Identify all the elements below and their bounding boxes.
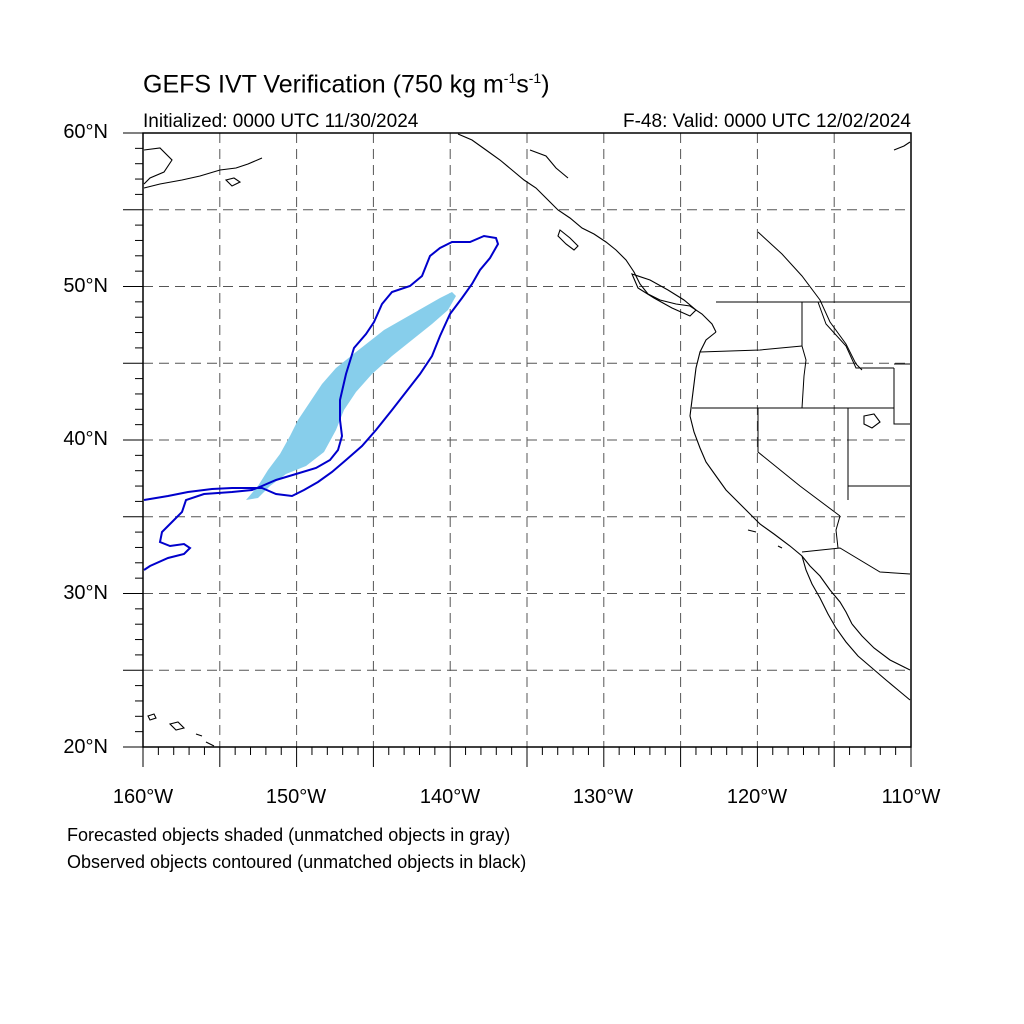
lon-label-120w: 120°W xyxy=(726,786,788,808)
lon-label-150w: 150°W xyxy=(265,786,327,808)
observed-ivt-contour xyxy=(143,234,500,571)
coastlines xyxy=(143,133,911,747)
valid-time-label: F-48: Valid: 0000 UTC 12/02/2024 xyxy=(623,111,911,132)
footnote-observed: Observed objects contoured (unmatched ob… xyxy=(67,852,527,872)
title-unit-s: s xyxy=(516,70,529,99)
lat-label-40: 40°N xyxy=(63,428,108,450)
forecast-ivt-object xyxy=(246,292,456,500)
lat-label-20: 20°N xyxy=(63,736,108,758)
footnote-forecast: Forecasted objects shaded (unmatched obj… xyxy=(67,825,511,845)
title-main: GEFS IVT Verification (750 kg m xyxy=(143,70,504,99)
lat-label-30: 30°N xyxy=(63,582,108,604)
lon-label-160w: 160°W xyxy=(112,786,174,808)
init-time-label: Initialized: 0000 UTC 11/30/2024 xyxy=(143,111,419,132)
title-exp2: -1 xyxy=(528,70,542,86)
title-exp1: -1 xyxy=(503,70,517,86)
lat-label-60: 60°N xyxy=(63,121,108,143)
axis-ticks xyxy=(123,132,912,767)
lat-lon-grid xyxy=(143,133,911,747)
title-close: ) xyxy=(541,70,550,99)
lon-label-110w: 110°W xyxy=(881,786,941,808)
lon-label-130w: 130°W xyxy=(572,786,634,808)
chart-title: GEFS IVT Verification (750 kg m-1s-1) xyxy=(143,70,550,99)
lat-label-50: 50°N xyxy=(63,275,108,297)
political-boundaries xyxy=(692,231,911,575)
lon-label-140w: 140°W xyxy=(419,786,481,808)
